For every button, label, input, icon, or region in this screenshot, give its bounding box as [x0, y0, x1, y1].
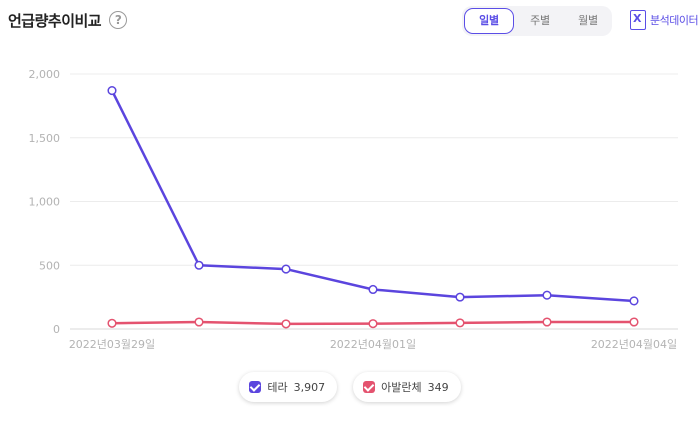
legend: 테라 3,907 아발란체 349 [0, 372, 700, 402]
legend-label: 테라 [267, 381, 288, 394]
legend-label: 아발란체 [381, 381, 422, 394]
chart-header: 언급량추이비교 ? [8, 8, 128, 32]
data-point [368, 319, 378, 329]
data-point [542, 290, 552, 300]
period-toggle: 일별 주별 월별 [462, 6, 612, 36]
checkbox-icon [249, 381, 262, 393]
data-point [194, 317, 204, 327]
legend-item-series-1[interactable]: 테라 3,907 [239, 372, 338, 402]
tab-weekly[interactable]: 주별 [530, 14, 550, 27]
data-point [629, 296, 639, 306]
x-tick-label: 2022년03월29일 [69, 337, 155, 351]
export-label: 분석데이터 [650, 14, 699, 27]
tab-daily[interactable]: 일별 [464, 8, 514, 34]
legend-total: 3,907 [293, 380, 326, 394]
export-data-button[interactable]: 분석데이터 [630, 10, 699, 30]
series-line-1 [110, 90, 635, 303]
data-point [107, 318, 117, 328]
tab-monthly[interactable]: 월별 [578, 14, 598, 27]
x-tick-label: 2022년04월01일 [330, 337, 416, 351]
data-point [368, 284, 378, 295]
y-tick-label: 500 [39, 259, 60, 272]
checkbox-icon [363, 381, 376, 393]
x-tick-label: 2022년04월04일 [591, 337, 677, 351]
data-point [455, 292, 465, 302]
data-point [194, 260, 204, 270]
data-point [542, 317, 552, 327]
data-point [455, 318, 465, 328]
data-point [281, 264, 291, 274]
data-point [107, 86, 117, 96]
page-title: 언급량추이비교 [8, 11, 102, 30]
excel-icon [630, 10, 646, 30]
y-tick-label: 2,000 [29, 68, 61, 81]
data-point [281, 319, 291, 329]
legend-item-series-2[interactable]: 아발란체 349 [353, 372, 461, 402]
y-tick-label: 0 [53, 323, 60, 336]
legend-total: 349 [427, 380, 449, 394]
help-icon[interactable]: ? [109, 11, 128, 29]
y-tick-label: 1,000 [29, 196, 61, 209]
y-tick-label: 1,500 [29, 132, 61, 145]
line-chart: 0 500 1,000 1,500 2,000 2022년03월29일 2022년04월01… [29, 68, 678, 351]
data-point [629, 317, 639, 327]
